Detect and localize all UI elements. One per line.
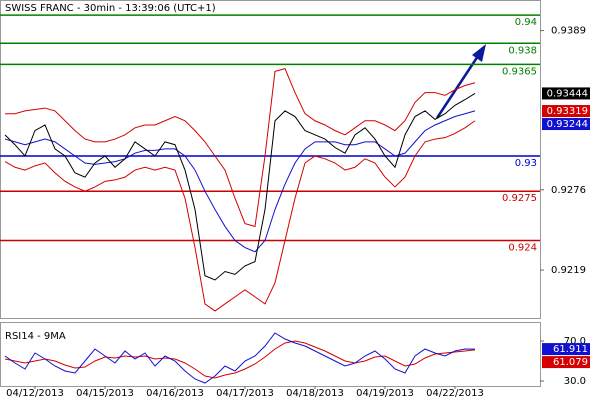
series-line bbox=[5, 68, 476, 228]
price-marker bbox=[542, 87, 590, 100]
level-label: 0.93 bbox=[515, 158, 537, 169]
chart-title: SWISS FRANC - 30min - 13:39:06 (UTC+1) bbox=[5, 3, 216, 14]
price-marker bbox=[542, 105, 590, 118]
level-label: 0.9365 bbox=[502, 66, 537, 77]
price-marker-label: 0.93444 bbox=[547, 88, 588, 99]
y-tick-label: 0.9389 bbox=[551, 26, 586, 37]
y-tick-label: 70.0 bbox=[564, 336, 586, 347]
x-tick-label: 04/12/2013 bbox=[6, 388, 64, 399]
series-line bbox=[4, 332, 476, 384]
x-tick-label: 04/17/2013 bbox=[216, 388, 274, 399]
arrow-head bbox=[472, 44, 486, 62]
price-marker bbox=[542, 343, 590, 356]
x-tick-label: 04/16/2013 bbox=[146, 388, 204, 399]
rsi-title: RSI14 - 9MA bbox=[5, 331, 66, 342]
y-tick-label: 0.9276 bbox=[551, 185, 586, 196]
series-line bbox=[4, 92, 476, 281]
series-line bbox=[4, 120, 476, 312]
price-marker-label: 0.93319 bbox=[547, 106, 588, 117]
trend-arrow bbox=[435, 55, 480, 119]
y-tick-label: 30.0 bbox=[564, 376, 586, 387]
price-marker-label: 0.93244 bbox=[547, 119, 588, 130]
series-line bbox=[4, 110, 476, 253]
y-tick-label: 0.9219 bbox=[551, 265, 586, 276]
level-label: 0.938 bbox=[508, 45, 537, 56]
x-tick-label: 04/18/2013 bbox=[286, 388, 344, 399]
price-marker-label: 61.079 bbox=[553, 357, 588, 368]
level-label: 0.9275 bbox=[502, 193, 537, 204]
price-marker-label: 61.911 bbox=[553, 344, 588, 355]
series-line bbox=[4, 340, 476, 379]
rsi-panel bbox=[0, 322, 541, 387]
x-tick-label: 04/15/2013 bbox=[76, 388, 134, 399]
price-marker bbox=[542, 118, 590, 131]
level-label: 0.924 bbox=[508, 243, 537, 254]
x-tick-label: 04/22/2013 bbox=[426, 388, 484, 399]
level-label: 0.94 bbox=[515, 17, 537, 28]
price-marker bbox=[542, 356, 590, 369]
x-tick-label: 04/19/2013 bbox=[356, 388, 414, 399]
